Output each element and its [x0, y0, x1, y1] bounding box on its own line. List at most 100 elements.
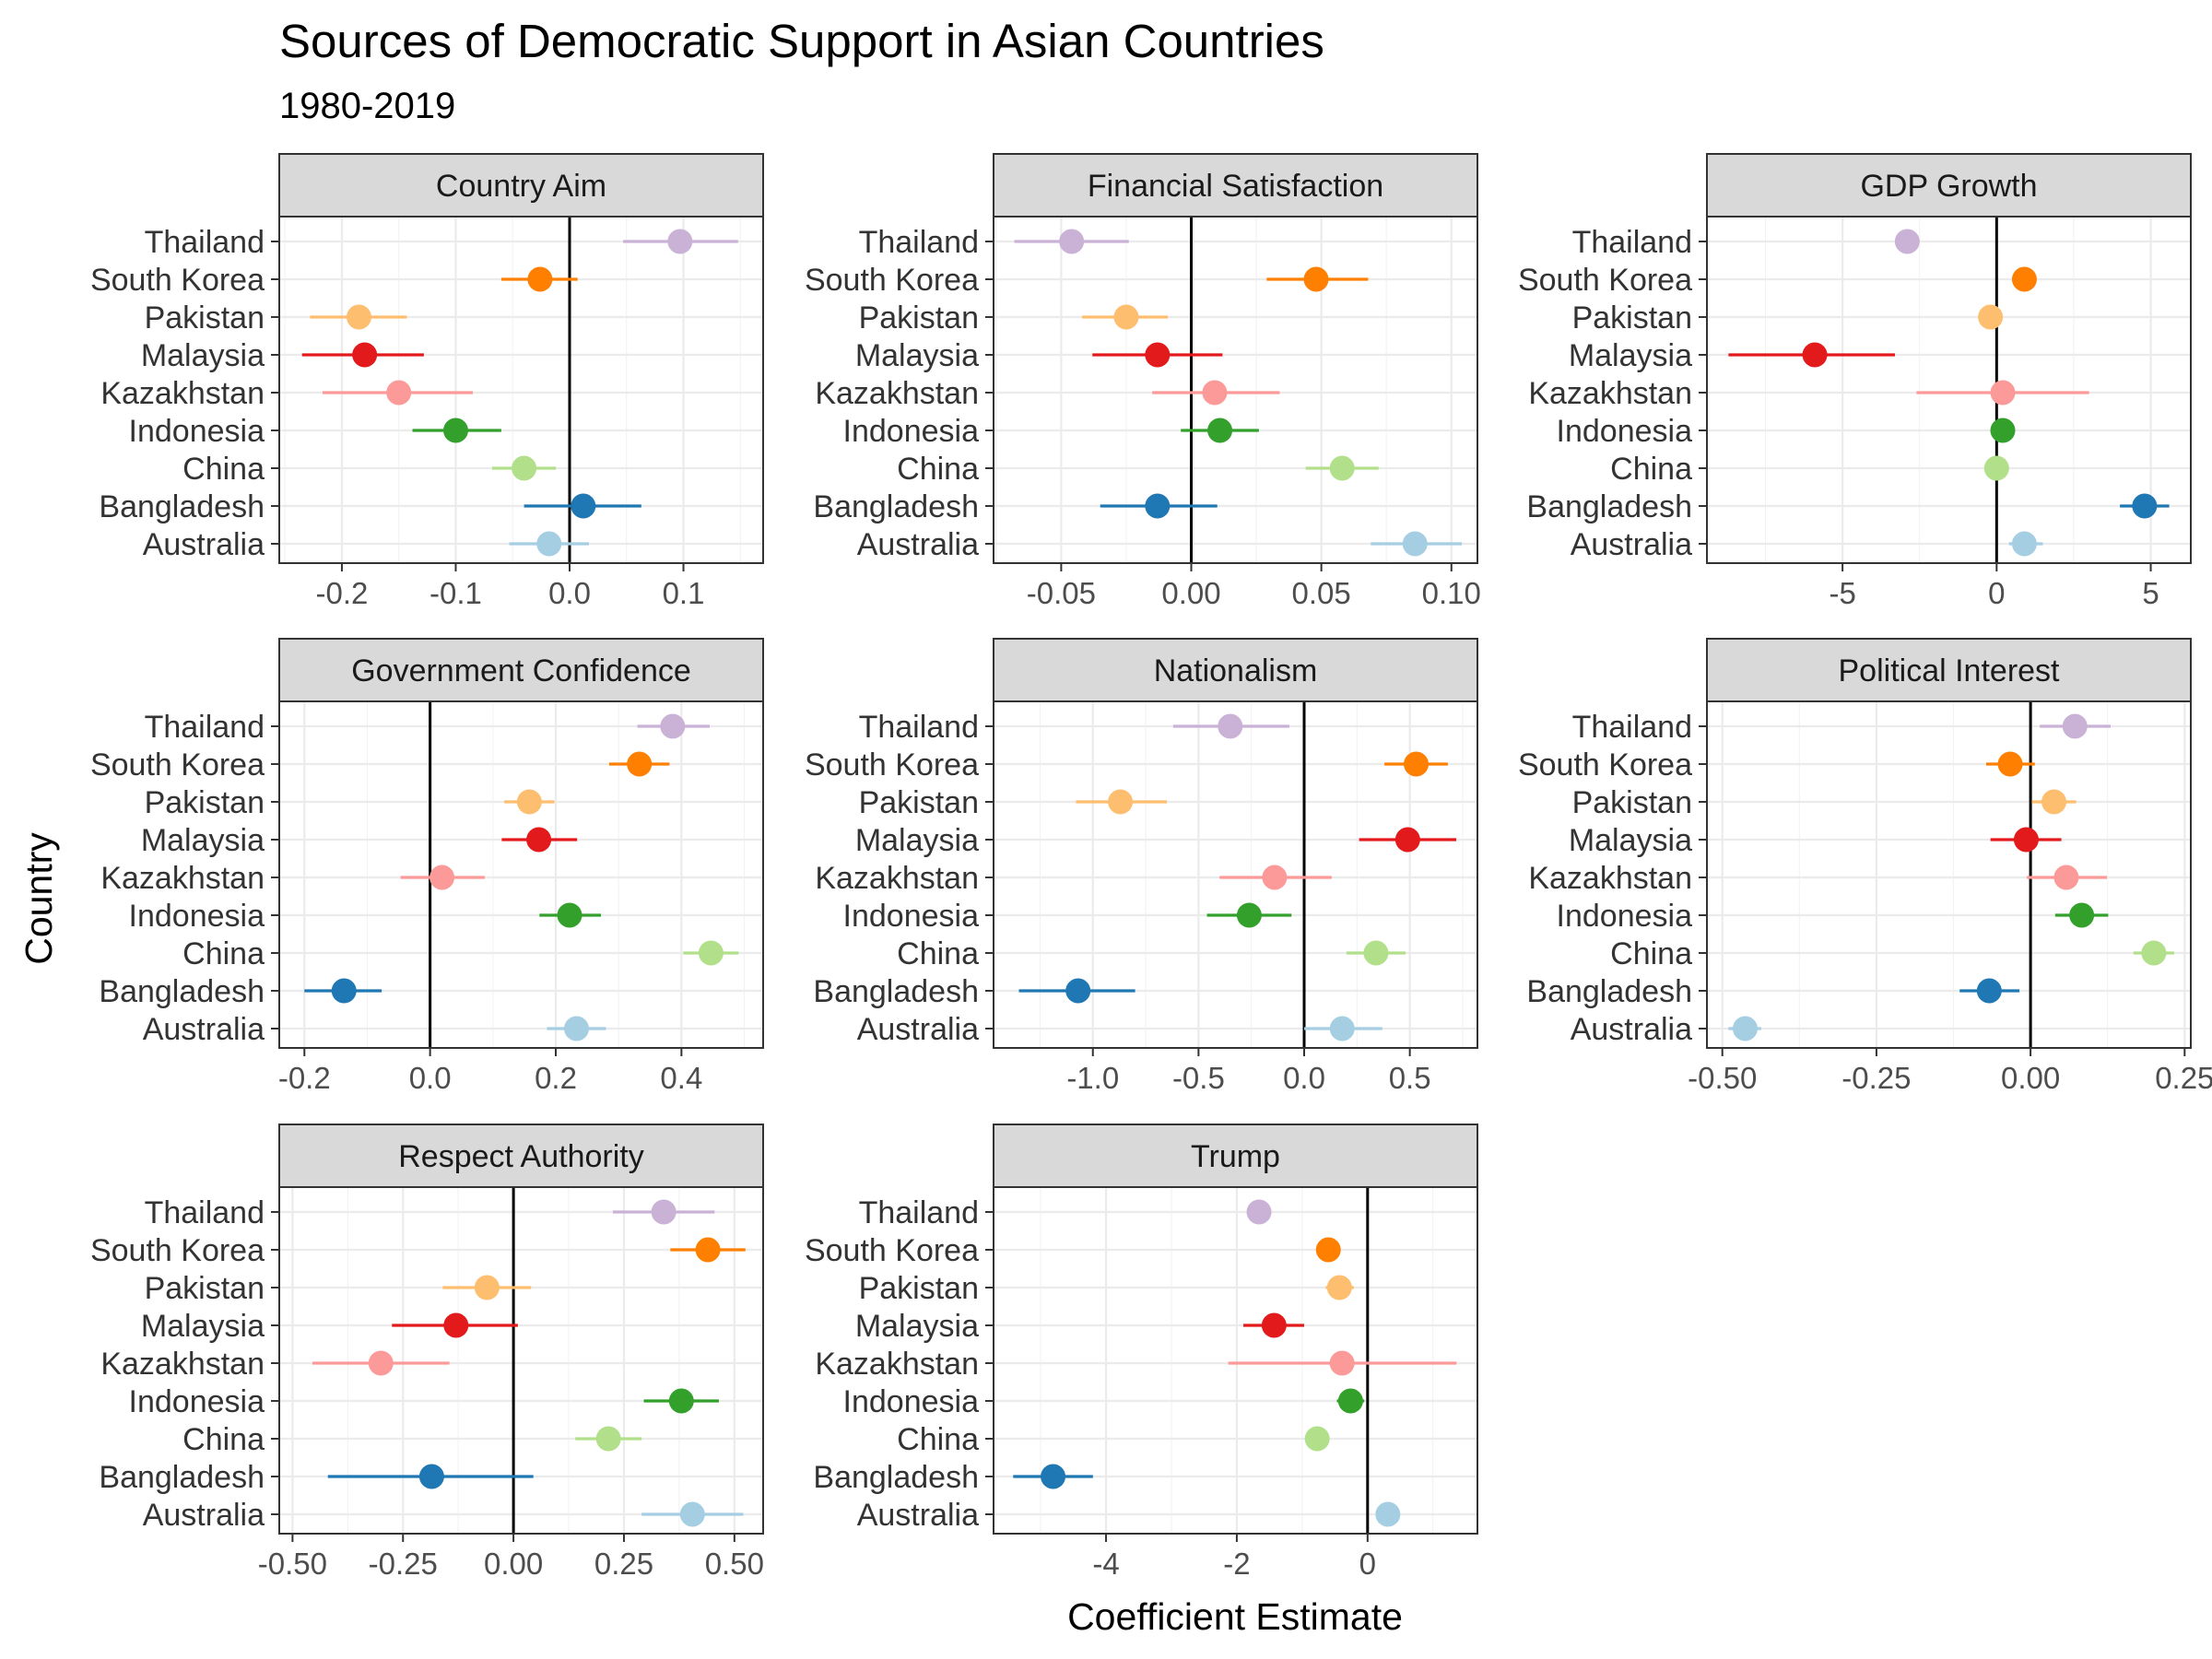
- y-tick-label-bangladesh: Bangladesh: [813, 489, 979, 524]
- x-tick-label: -0.50: [258, 1547, 327, 1581]
- y-tick-label-indonesia: Indonesia: [129, 414, 265, 449]
- point-bangladesh: [1041, 1464, 1066, 1489]
- x-tick-label: 0.00: [1161, 576, 1220, 610]
- y-tick-label-south-korea: South Korea: [805, 263, 979, 298]
- y-tick-label-china: China: [1610, 452, 1692, 487]
- x-tick-label: -4: [1092, 1547, 1119, 1581]
- point-indonesia: [1990, 418, 2016, 443]
- y-axis-title: Country: [18, 832, 60, 965]
- y-tick-label-indonesia: Indonesia: [843, 414, 980, 449]
- y-tick-label-thailand: Thailand: [145, 225, 265, 260]
- y-tick-label-china: China: [897, 452, 979, 487]
- panel-background: [994, 217, 1477, 563]
- y-tick-label-china: China: [1610, 936, 1692, 971]
- y-tick-label-kazakhstan: Kazakhstan: [100, 861, 265, 896]
- point-indonesia: [668, 1388, 694, 1414]
- point-bangladesh: [331, 978, 357, 1004]
- y-tick-label-thailand: Thailand: [1572, 225, 1692, 260]
- y-tick-label-south-korea: South Korea: [1518, 263, 1692, 298]
- y-tick-label-china: China: [182, 1422, 265, 1457]
- facet-strip: [993, 153, 1478, 218]
- y-tick-label-australia: Australia: [857, 527, 979, 562]
- facet-strip-label: Country Aim: [436, 169, 606, 204]
- point-malaysia: [526, 827, 552, 853]
- x-tick-label: -0.25: [1841, 1061, 1911, 1095]
- y-tick-label-south-korea: South Korea: [90, 747, 265, 782]
- x-tick-label: 0.25: [594, 1547, 653, 1581]
- y-tick-label-indonesia: Indonesia: [1557, 899, 1693, 934]
- y-tick-label-thailand: Thailand: [145, 1195, 265, 1230]
- facet-strip: [278, 638, 764, 702]
- y-tick-label-bangladesh: Bangladesh: [99, 489, 265, 524]
- y-tick-label-malaysia: Malaysia: [855, 1309, 979, 1344]
- x-tick-label: 0.05: [1292, 576, 1351, 610]
- point-thailand: [660, 713, 686, 739]
- y-tick-label-pakistan: Pakistan: [145, 785, 265, 820]
- point-malaysia: [2013, 827, 2039, 853]
- x-tick-label: -0.2: [316, 576, 369, 610]
- point-indonesia: [1207, 418, 1233, 443]
- facet-strip-label: Respect Authority: [398, 1139, 643, 1174]
- point-pakistan: [1978, 304, 2004, 330]
- x-tick-label: 0.2: [535, 1061, 577, 1095]
- y-tick-label-south-korea: South Korea: [805, 747, 979, 782]
- x-tick-label: -2: [1223, 1547, 1250, 1581]
- point-south-korea: [1997, 751, 2023, 777]
- point-australia: [1375, 1501, 1401, 1527]
- y-tick-label-australia: Australia: [143, 1012, 265, 1047]
- x-tick-label: 0: [1359, 1547, 1376, 1581]
- point-pakistan: [516, 789, 542, 815]
- x-tick-label: 0.10: [1422, 576, 1481, 610]
- point-china: [1329, 455, 1355, 481]
- panel-background: [1707, 701, 2191, 1048]
- facet-strip: [278, 153, 764, 218]
- point-malaysia: [352, 342, 378, 368]
- x-tick-label: 0.0: [1283, 1061, 1325, 1095]
- y-tick-label-indonesia: Indonesia: [129, 899, 265, 934]
- x-tick-label: -5: [1829, 576, 1855, 610]
- x-tick-label: 0.1: [663, 576, 705, 610]
- point-kazakhstan: [1990, 380, 2016, 406]
- point-malaysia: [1145, 342, 1171, 368]
- point-kazakhstan: [1202, 380, 1228, 406]
- point-thailand: [2062, 713, 2088, 739]
- panel-background: [994, 1187, 1477, 1534]
- y-tick-label-indonesia: Indonesia: [843, 1384, 980, 1419]
- x-axis-title: Coefficient Estimate: [1067, 1595, 1403, 1638]
- facet-strip-label: Government Confidence: [351, 653, 691, 688]
- point-pakistan: [1108, 789, 1134, 815]
- point-south-korea: [527, 266, 553, 292]
- y-tick-label-pakistan: Pakistan: [859, 785, 979, 820]
- x-tick-label: 0.4: [660, 1061, 702, 1095]
- x-tick-label: 0.50: [705, 1547, 764, 1581]
- y-tick-label-australia: Australia: [143, 527, 265, 562]
- chart-subtitle: 1980-2019: [279, 86, 455, 126]
- x-tick-label: 0.00: [484, 1547, 543, 1581]
- point-bangladesh: [571, 493, 596, 519]
- point-south-korea: [1404, 751, 1430, 777]
- y-tick-label-indonesia: Indonesia: [1557, 414, 1693, 449]
- y-tick-label-south-korea: South Korea: [1518, 747, 1692, 782]
- y-tick-label-thailand: Thailand: [1572, 710, 1692, 745]
- y-tick-label-bangladesh: Bangladesh: [1526, 974, 1692, 1009]
- x-tick-label: -0.5: [1172, 1061, 1225, 1095]
- point-malaysia: [1802, 342, 1828, 368]
- y-tick-label-malaysia: Malaysia: [1569, 823, 1692, 858]
- y-tick-label-pakistan: Pakistan: [859, 300, 979, 335]
- point-pakistan: [1326, 1275, 1352, 1300]
- facet-strip-label: Financial Satisfaction: [1088, 169, 1383, 204]
- y-tick-label-bangladesh: Bangladesh: [99, 974, 265, 1009]
- point-australia: [2011, 531, 2037, 557]
- y-tick-label-china: China: [897, 1422, 979, 1457]
- point-australia: [1329, 1016, 1355, 1041]
- facet-strip: [993, 638, 1478, 702]
- y-tick-label-china: China: [897, 936, 979, 971]
- point-south-korea: [695, 1237, 721, 1263]
